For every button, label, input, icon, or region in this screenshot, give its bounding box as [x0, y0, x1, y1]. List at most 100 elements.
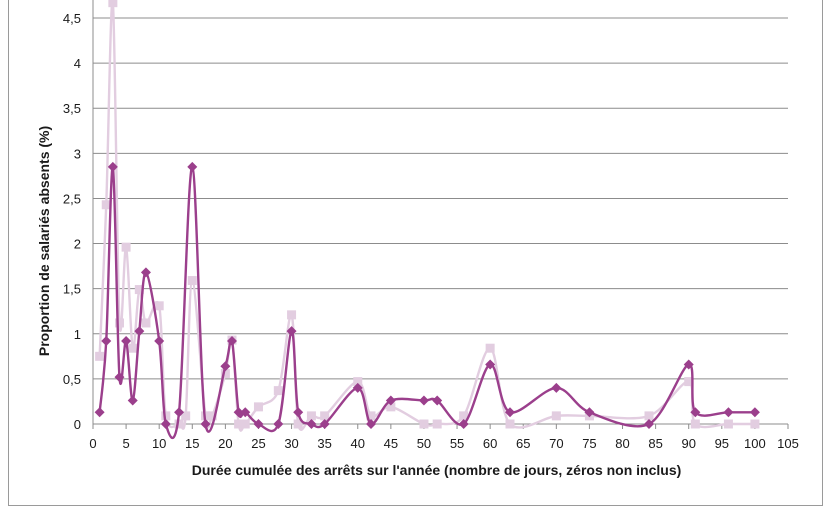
data-point [154, 335, 165, 346]
gridlines [93, 17, 788, 380]
data-point [207, 411, 217, 421]
data-point [551, 382, 562, 393]
series-line [98, 0, 755, 432]
y-tick-labels: 0 0,5 1 1,5 2 2,5 3 3,5 4 4,5 [63, 11, 81, 432]
data-point [293, 419, 303, 429]
data-point [306, 419, 317, 429]
data-point [459, 411, 469, 421]
data-point [366, 419, 376, 429]
data-point [683, 359, 694, 370]
data-point [140, 267, 151, 278]
data-point [352, 382, 363, 393]
data-point [551, 411, 561, 421]
data-point [750, 419, 760, 429]
data-point [286, 326, 297, 337]
data-point [121, 335, 132, 346]
x-axis-label: Durée cumulée des arrêts sur l'année (no… [192, 462, 682, 478]
series-line [98, 165, 755, 440]
data-point [114, 372, 125, 383]
data-point [485, 343, 495, 353]
x-tick-label: 65 [516, 436, 530, 451]
y-tick-label: 1 [74, 327, 81, 342]
data-point [419, 419, 429, 429]
y-tick-label: 2 [74, 237, 81, 252]
series-1 [95, 0, 760, 432]
chart-frame [8, 0, 823, 506]
data-point [181, 411, 191, 421]
data-point [749, 407, 760, 418]
x-tick-label: 50 [417, 436, 431, 451]
data-point [584, 407, 595, 418]
data-point [174, 419, 184, 429]
x-tick-label: 100 [744, 436, 766, 451]
data-point [505, 419, 515, 429]
x-tick-label: 90 [681, 436, 695, 451]
x-tick-label: 0 [89, 436, 96, 451]
data-point [187, 276, 197, 286]
x-tick-label: 105 [777, 436, 799, 451]
data-point [227, 335, 237, 346]
data-point [240, 419, 250, 429]
data-point [273, 386, 283, 396]
data-point [432, 395, 443, 406]
data-point [108, 0, 118, 8]
y-tick-label: 3,5 [63, 101, 81, 116]
data-point [174, 407, 185, 418]
data-point [723, 419, 733, 429]
data-point [114, 318, 124, 328]
y-tick-label: 3 [74, 146, 81, 161]
data-point [458, 419, 469, 429]
data-point [253, 419, 264, 429]
x-tick-label: 40 [351, 436, 365, 451]
data-point [240, 407, 251, 418]
data-point [723, 407, 734, 418]
x-tick-label: 85 [648, 436, 662, 451]
axes [92, 0, 789, 429]
x-tick-label: 45 [384, 436, 398, 451]
y-tick-label: 4,5 [63, 11, 81, 26]
data-point [220, 368, 230, 378]
data-point [187, 161, 198, 172]
y-tick-label: 0,5 [63, 372, 81, 387]
data-point [644, 411, 654, 421]
data-point [273, 419, 284, 429]
data-point [160, 419, 171, 429]
x-tick-label: 60 [483, 436, 497, 451]
data-point [94, 407, 105, 418]
data-point [233, 407, 244, 418]
data-point [690, 419, 700, 429]
x-tick-label: 70 [549, 436, 563, 451]
data-point [253, 402, 263, 412]
data-point [101, 335, 112, 346]
data-point [418, 395, 429, 406]
data-point [385, 395, 396, 406]
data-point [95, 351, 105, 361]
data-point [134, 326, 145, 337]
x-tick-label: 80 [615, 436, 629, 451]
x-tick-label: 35 [317, 436, 331, 451]
series-group [94, 0, 760, 440]
data-point [128, 343, 138, 353]
data-point [293, 407, 304, 418]
data-point [485, 359, 496, 370]
data-point [353, 377, 363, 387]
data-point [161, 411, 171, 421]
data-point [432, 419, 442, 429]
data-point [154, 301, 164, 311]
x-tick-label: 30 [284, 436, 298, 451]
data-point [107, 161, 118, 172]
data-point [127, 395, 138, 406]
y-tick-label: 4 [74, 56, 81, 71]
data-point [200, 419, 211, 429]
y-tick-label: 2,5 [63, 191, 81, 206]
y-tick-label: 1,5 [63, 282, 81, 297]
data-point [101, 200, 111, 210]
data-point [319, 419, 330, 429]
x-tick-label: 25 [251, 436, 265, 451]
x-tick-label: 15 [185, 436, 199, 451]
data-point [690, 407, 701, 418]
x-tick-label: 20 [218, 436, 232, 451]
x-tick-label: 5 [122, 436, 129, 451]
data-point [287, 310, 297, 320]
